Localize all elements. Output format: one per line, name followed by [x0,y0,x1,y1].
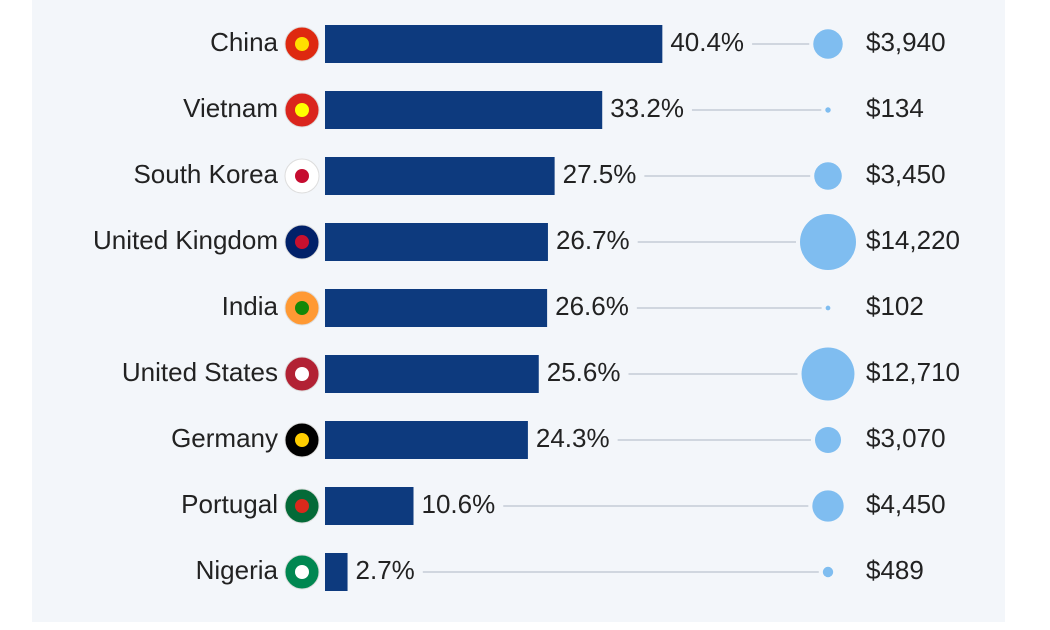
bar [325,553,348,591]
bar [325,223,548,261]
bubble [825,305,831,311]
value-label: 33.2% [610,93,684,123]
category-label: Germany [171,423,278,453]
flag-accent [295,367,309,381]
value-label: 27.5% [563,159,637,189]
value-label: 10.6% [422,489,496,519]
bubble [825,107,831,113]
bar [325,91,603,129]
flag-accent [295,565,309,579]
amount-label: $134 [866,93,924,123]
bar [325,157,555,195]
category-label: China [210,27,278,57]
flag-accent [295,301,309,315]
category-label: United States [122,357,278,387]
bubble [814,426,842,454]
flag-accent [295,499,309,513]
flag-accent [295,169,309,183]
amount-label: $3,450 [866,159,946,189]
flag-accent [295,37,309,51]
bar [325,355,539,393]
amount-label: $4,450 [866,489,946,519]
value-label: 26.6% [555,291,629,321]
category-label: Vietnam [183,93,278,123]
bubble [813,29,843,59]
bar [325,25,663,63]
amount-label: $14,220 [866,225,960,255]
value-label: 25.6% [547,357,621,387]
flag-accent [295,103,309,117]
bubble [812,490,844,522]
bubble [800,214,856,270]
category-label: Nigeria [196,555,279,585]
amount-label: $3,940 [866,27,946,57]
bar [325,289,548,327]
category-label: Portugal [181,489,278,519]
amount-label: $12,710 [866,357,960,387]
bar [325,487,414,525]
value-label: 24.3% [536,423,610,453]
bubble [801,347,855,401]
flag-accent [295,235,309,249]
bar [325,421,528,459]
amount-label: $3,070 [866,423,946,453]
category-label: United Kingdom [93,225,278,255]
bubble [814,162,842,190]
bubble [822,566,834,578]
value-label: 2.7% [356,555,415,585]
amount-label: $102 [866,291,924,321]
value-label: 26.7% [556,225,630,255]
category-label: India [222,291,279,321]
flag-accent [295,433,309,447]
category-label: South Korea [133,159,278,189]
value-label: 40.4% [670,27,744,57]
amount-label: $489 [866,555,924,585]
